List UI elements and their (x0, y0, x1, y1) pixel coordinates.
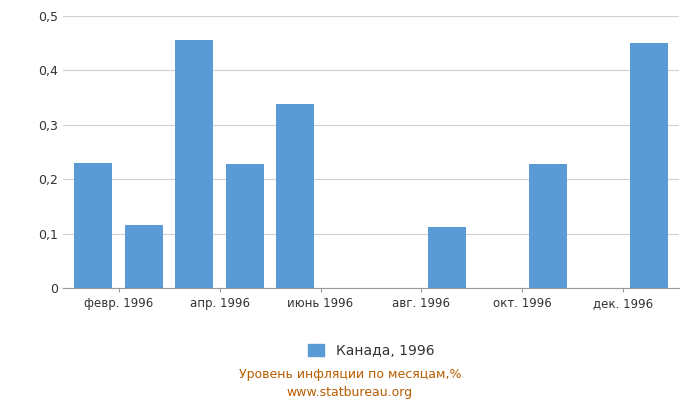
Text: www.statbureau.org: www.statbureau.org (287, 386, 413, 399)
Bar (125, 226, 162, 288)
Text: Уровень инфляции по месяцам,%: Уровень инфляции по месяцам,% (239, 368, 461, 381)
Bar (74, 163, 112, 288)
Bar (528, 164, 567, 288)
Bar (428, 226, 466, 288)
Bar (175, 40, 214, 288)
Bar (226, 164, 264, 288)
Bar (630, 43, 668, 288)
Legend: Канада, 1996: Канада, 1996 (308, 344, 434, 358)
Bar (276, 104, 314, 288)
